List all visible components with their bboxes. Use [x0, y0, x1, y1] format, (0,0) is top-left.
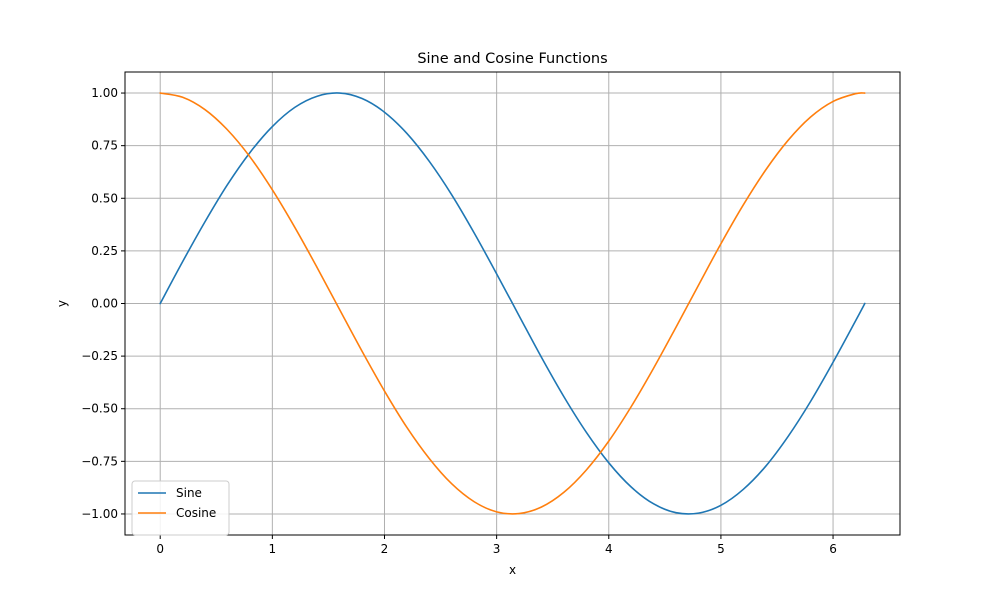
legend-label-cosine: Cosine	[176, 506, 216, 520]
y-tick-label: 0.75	[91, 139, 118, 153]
series-line-cosine	[159, 92, 866, 515]
chart-title: Sine and Cosine Functions	[417, 51, 607, 67]
legend: Sine Cosine	[131, 480, 230, 536]
x-tick-label: 6	[829, 542, 837, 556]
y-tick-label: 0.25	[91, 244, 118, 258]
y-tick-label: −0.25	[81, 349, 118, 363]
x-axis-label: x	[509, 563, 516, 577]
legend-box	[131, 480, 230, 536]
x-tick-label: 5	[717, 542, 725, 556]
x-tick-label: 0	[156, 542, 164, 556]
series-line-sine	[159, 92, 866, 515]
x-tick-label: 4	[605, 542, 613, 556]
legend-label-sine: Sine	[176, 486, 202, 500]
y-tick-label: −0.75	[81, 454, 118, 468]
y-tick-label: 0.50	[91, 191, 118, 205]
series-layer	[159, 92, 866, 515]
y-tick-label: −0.50	[81, 402, 118, 416]
y-tick-label: 0.00	[91, 297, 118, 311]
y-tick-label: −1.00	[81, 507, 118, 521]
x-tick-label: 3	[493, 542, 501, 556]
x-tick-label: 2	[381, 542, 389, 556]
grid-layer	[125, 72, 900, 535]
y-axis-label: y	[55, 300, 69, 307]
x-tick-label: 1	[269, 542, 277, 556]
tick-layer: 0 1 2 3 4 5 6 1.00 0.75 0.50 0.25 0.00 −0.25 −0.50 −0.…	[81, 86, 837, 556]
y-tick-label: 1.00	[91, 86, 118, 100]
